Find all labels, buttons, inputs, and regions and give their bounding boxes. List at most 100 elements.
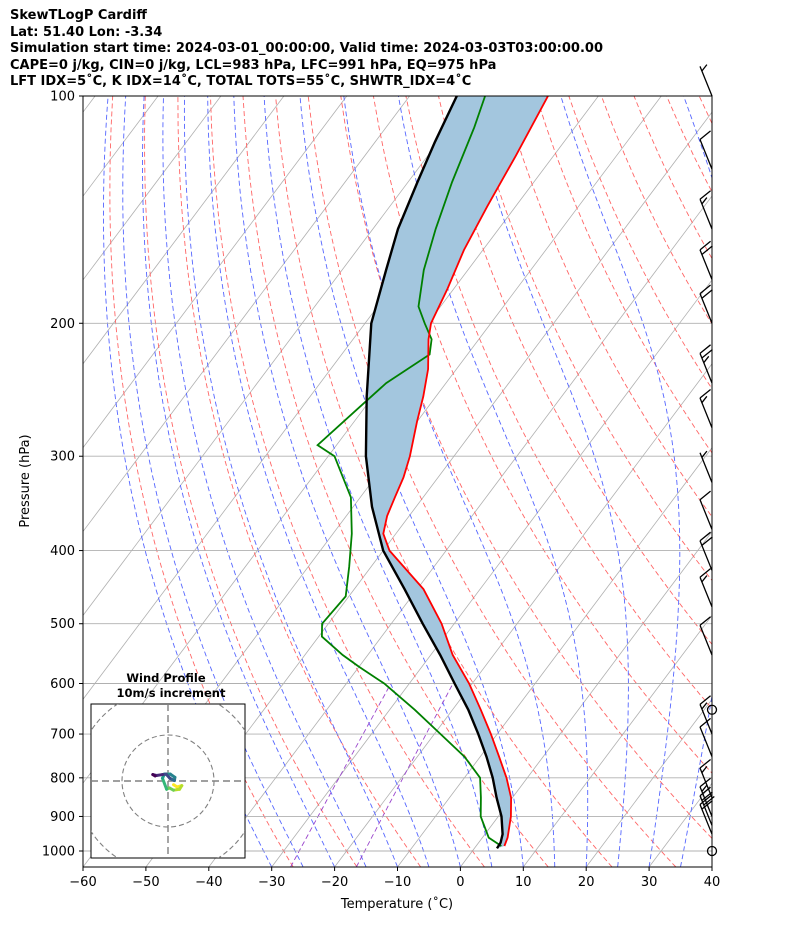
- x-tick-label: −20: [321, 875, 348, 890]
- wind-barb: [699, 568, 713, 608]
- moist-adiabat-line: [183, 96, 398, 867]
- dry-adiabat-line: [340, 96, 712, 840]
- dry-adiabat-line: [275, 96, 613, 867]
- y-tick-label: 200: [50, 317, 75, 332]
- moist-adiabat-line: [343, 96, 556, 867]
- cape-fill-layer: [365, 96, 548, 849]
- barb-feather: [699, 490, 711, 501]
- barb-feather: [699, 695, 711, 705]
- isotherm-line: [585, 698, 712, 867]
- dry-adiabat-line: [666, 96, 712, 193]
- wind-barb: [699, 240, 713, 280]
- y-tick-label: 1000: [42, 845, 75, 860]
- x-tick-label: 20: [578, 875, 595, 890]
- wind-barb: [699, 64, 713, 97]
- mixing-ratio-line: [290, 683, 392, 867]
- dry-adiabat-line: [405, 96, 712, 710]
- barb-feather: [703, 795, 715, 806]
- barb-feather: [699, 717, 711, 728]
- x-tick-label: 40: [704, 875, 721, 890]
- title-line-4: CAPE=0 j/kg, CIN=0 j/kg, LCL=983 hPa, LF…: [10, 57, 497, 73]
- isotherm-line: [83, 96, 222, 281]
- y-tick-label: 400: [50, 544, 75, 559]
- wind-barb: [699, 284, 713, 324]
- inset-plot-area: [91, 704, 245, 858]
- wind-barb: [699, 758, 713, 798]
- y-tick-label: 600: [50, 677, 75, 692]
- moist-adiabat-line: [233, 96, 461, 867]
- wind-barb: [699, 490, 713, 530]
- dry-adiabat-line: [568, 96, 712, 390]
- x-tick-label: −60: [69, 875, 96, 890]
- barb-feather: [701, 197, 708, 205]
- mixing-ratio-line: [355, 683, 454, 867]
- y-axis-label: Pressure (hPa): [18, 434, 33, 527]
- barb-feather: [701, 289, 713, 299]
- title-line-3: Simulation start time: 2024-03-01_00:00:…: [10, 41, 603, 56]
- wind-barb: [699, 388, 713, 428]
- barb-feather: [699, 531, 711, 542]
- wind-barb: [699, 190, 713, 230]
- barb-feather: [699, 344, 711, 354]
- wind-barb: [699, 450, 713, 483]
- barb-shaft: [699, 804, 713, 835]
- x-axis-label: Temperature (˚C): [340, 896, 453, 912]
- x-tick-label: −50: [132, 875, 159, 890]
- barb-shaft: [699, 726, 713, 757]
- barb-feather: [699, 240, 711, 251]
- barb-shaft: [699, 353, 713, 384]
- dry-adiabat-line: [698, 96, 712, 125]
- barb-shaft: [699, 576, 713, 608]
- barb-shaft: [699, 199, 713, 230]
- isotherm-line: [208, 195, 712, 867]
- inset-subtitle: 10m/s increment: [117, 686, 226, 700]
- title-line-1: SkewTLogP Cardiff: [10, 8, 147, 23]
- dry-adiabat-line: [503, 96, 712, 518]
- parcel-path-line: [364, 96, 504, 850]
- isotherm-line: [522, 614, 712, 867]
- cape-shaded-area: [365, 96, 548, 849]
- moist-adiabat-line: [711, 864, 712, 867]
- barb-feather: [701, 245, 713, 255]
- barb-feather: [699, 758, 711, 769]
- moist-adiabat-line: [397, 96, 589, 867]
- y-tick-label: 800: [50, 771, 75, 786]
- barb-shaft: [699, 767, 713, 798]
- dry-adiabat-line: [307, 96, 677, 867]
- dry-adiabat-line: [210, 96, 485, 867]
- barb-shaft: [699, 452, 713, 483]
- x-tick-label: 30: [641, 875, 658, 890]
- wind-barb: [699, 616, 713, 656]
- temperature-line: [382, 96, 549, 847]
- barb-shaft: [699, 704, 713, 735]
- dry-adiabat-line: [535, 96, 712, 454]
- isotherm-line: [83, 96, 285, 365]
- barb-feather: [699, 616, 711, 626]
- barb-feather: [701, 784, 708, 792]
- wind-barb: [699, 130, 713, 170]
- barb-feather: [699, 130, 711, 141]
- barb-shaft: [699, 139, 713, 170]
- x-tick-label: 10: [515, 875, 532, 890]
- barb-shaft: [699, 499, 713, 530]
- x-tick-label: −10: [384, 875, 411, 890]
- dry-adiabat-line: [372, 96, 712, 774]
- y-tick-label: 300: [50, 450, 75, 465]
- dry-adiabat-line: [633, 96, 712, 260]
- barb-shaft: [699, 397, 713, 428]
- moist-adiabat-line: [560, 96, 681, 867]
- barb-shaft: [699, 66, 713, 97]
- dry-adiabat-line: [732, 96, 794, 867]
- x-tick-label: −30: [258, 875, 285, 890]
- y-tick-label: 100: [50, 90, 75, 105]
- dry-adiabat-line: [144, 96, 358, 867]
- moist-adiabat-line: [680, 96, 712, 867]
- moist-adiabat-line: [142, 96, 336, 867]
- barb-shaft: [699, 786, 713, 817]
- barb-feather: [701, 536, 713, 546]
- x-tick-label: 0: [456, 875, 464, 890]
- profile-lines: [316, 96, 549, 850]
- y-tick-label: 500: [50, 617, 75, 632]
- barb-feather: [701, 348, 713, 359]
- dry-adiabat-line: [470, 96, 712, 582]
